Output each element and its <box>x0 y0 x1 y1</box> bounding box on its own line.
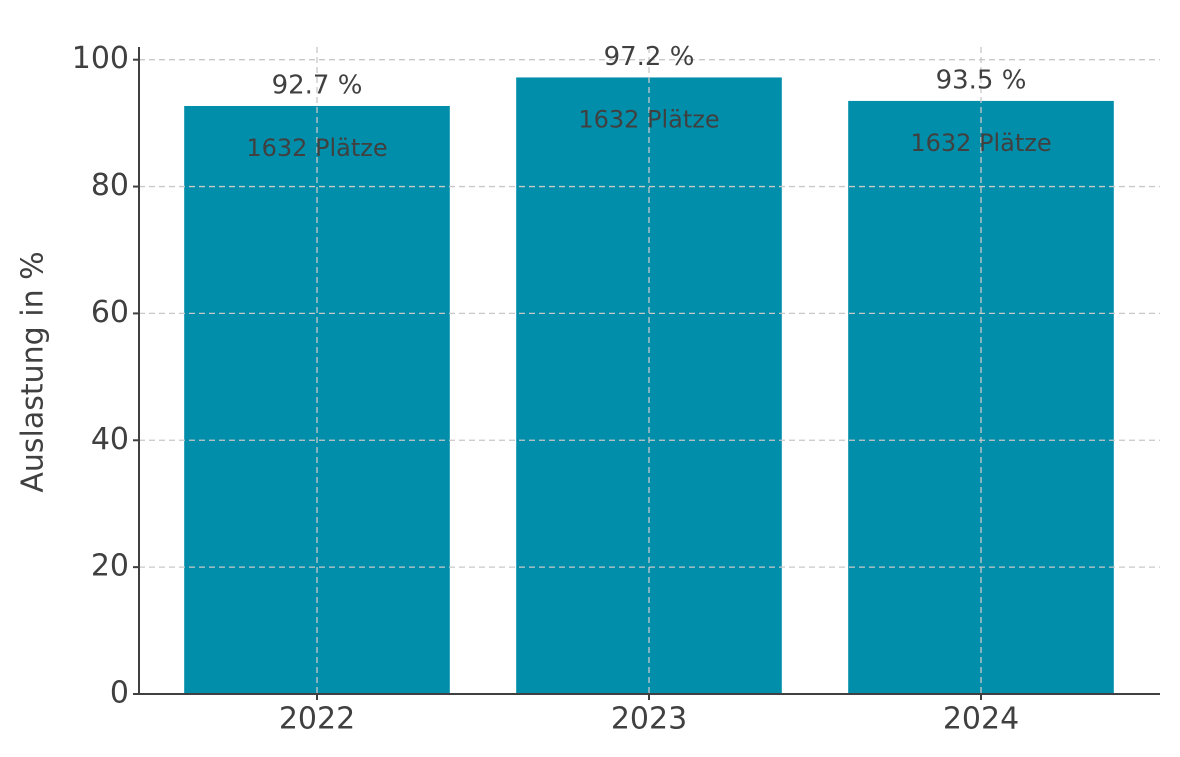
value-label: 92.7 % <box>272 70 363 100</box>
value-label: 93.5 % <box>936 65 1027 95</box>
value-label: 97.2 % <box>604 42 695 72</box>
bar-annotation: 1632 Plätze <box>578 105 719 133</box>
x-tick-label: 2022 <box>279 702 355 737</box>
x-tick-label: 2024 <box>943 702 1019 737</box>
y-axis-label: Auslastung in % <box>16 251 51 492</box>
y-tick-label: 20 <box>91 549 129 584</box>
y-tick-label: 100 <box>72 41 129 76</box>
x-tick-label: 2023 <box>611 702 687 737</box>
y-tick-label: 0 <box>110 676 129 711</box>
y-tick-label: 80 <box>91 168 129 203</box>
bar-annotation: 1632 Plätze <box>246 134 387 162</box>
y-tick-label: 40 <box>91 422 129 457</box>
y-tick-label: 60 <box>91 295 129 330</box>
bar-annotation: 1632 Plätze <box>910 129 1051 157</box>
